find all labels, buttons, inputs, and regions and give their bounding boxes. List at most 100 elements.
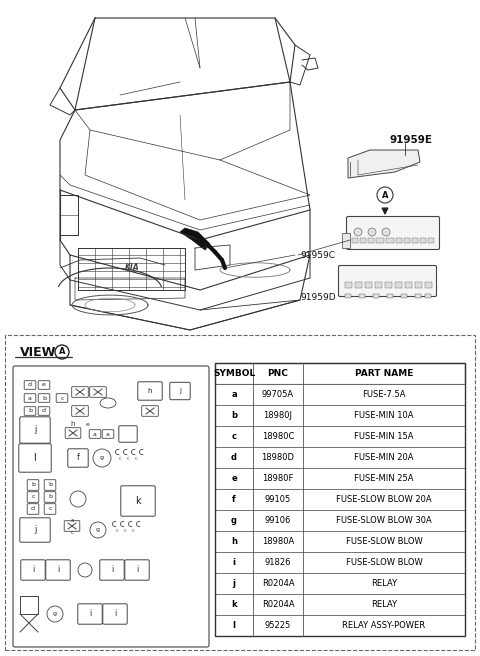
Bar — [215, 552, 465, 573]
Circle shape — [55, 345, 69, 359]
Bar — [360, 238, 366, 243]
Bar — [405, 282, 412, 288]
FancyBboxPatch shape — [119, 426, 137, 442]
Bar — [215, 573, 465, 594]
Text: c: c — [31, 495, 35, 499]
Polygon shape — [180, 228, 210, 250]
Polygon shape — [348, 150, 420, 178]
Circle shape — [382, 228, 390, 236]
Text: R0204A: R0204A — [262, 600, 294, 609]
Text: c: c — [132, 527, 134, 533]
Text: FUSE-SLOW BLOW: FUSE-SLOW BLOW — [346, 537, 422, 546]
Text: h: h — [71, 421, 75, 427]
Text: f: f — [77, 453, 79, 462]
Bar — [396, 238, 402, 243]
Text: FUSE-SLOW BLOW: FUSE-SLOW BLOW — [346, 558, 422, 567]
Text: 91959D: 91959D — [300, 293, 336, 302]
Text: i: i — [89, 609, 91, 619]
Text: e: e — [231, 474, 237, 483]
FancyBboxPatch shape — [90, 386, 106, 398]
FancyBboxPatch shape — [24, 407, 36, 415]
Bar — [415, 282, 422, 288]
FancyBboxPatch shape — [100, 560, 124, 580]
FancyBboxPatch shape — [72, 386, 88, 398]
Bar — [387, 294, 393, 298]
FancyBboxPatch shape — [44, 504, 56, 514]
Bar — [404, 238, 410, 243]
Bar — [415, 294, 421, 298]
FancyBboxPatch shape — [20, 518, 50, 543]
FancyBboxPatch shape — [13, 366, 209, 647]
Bar — [345, 294, 351, 298]
FancyBboxPatch shape — [56, 394, 68, 402]
Text: d: d — [28, 382, 32, 388]
Bar — [352, 238, 358, 243]
Text: g: g — [53, 611, 57, 617]
Text: a: a — [70, 518, 74, 522]
Text: b: b — [31, 483, 35, 487]
Text: a: a — [93, 432, 97, 436]
Text: g: g — [231, 516, 237, 525]
Bar — [342, 233, 350, 248]
Text: h: h — [231, 537, 237, 546]
Text: 91959E: 91959E — [390, 135, 433, 145]
Bar — [345, 282, 352, 288]
Text: i: i — [57, 565, 59, 575]
FancyBboxPatch shape — [20, 417, 50, 443]
Circle shape — [377, 187, 393, 203]
Text: PNC: PNC — [267, 369, 288, 378]
Text: j: j — [34, 426, 36, 434]
Text: l: l — [34, 453, 36, 463]
Bar — [215, 363, 465, 636]
Circle shape — [93, 449, 111, 467]
Text: R0204A: R0204A — [262, 579, 294, 588]
FancyBboxPatch shape — [44, 480, 56, 490]
FancyBboxPatch shape — [125, 560, 149, 580]
Text: 99105: 99105 — [265, 495, 291, 504]
Text: j: j — [179, 388, 181, 394]
Text: c: c — [135, 455, 137, 461]
FancyBboxPatch shape — [72, 405, 88, 417]
Text: h: h — [148, 388, 152, 394]
Bar — [412, 238, 418, 243]
FancyBboxPatch shape — [103, 604, 127, 625]
Text: c: c — [127, 455, 129, 461]
Text: KIA: KIA — [125, 264, 139, 272]
Bar — [368, 238, 374, 243]
FancyBboxPatch shape — [27, 480, 39, 490]
FancyBboxPatch shape — [44, 492, 56, 502]
Text: c: c — [48, 506, 52, 512]
Text: b: b — [28, 409, 32, 413]
Text: 18980A: 18980A — [262, 537, 294, 546]
Text: c: c — [60, 396, 64, 401]
FancyBboxPatch shape — [64, 521, 80, 531]
Bar — [376, 238, 384, 243]
Bar — [375, 282, 382, 288]
FancyBboxPatch shape — [170, 382, 190, 400]
Circle shape — [354, 228, 362, 236]
Text: b: b — [48, 483, 52, 487]
Text: k: k — [231, 600, 237, 609]
Text: FUSE-MIN 25A: FUSE-MIN 25A — [354, 474, 414, 483]
Bar — [373, 294, 379, 298]
Text: FUSE-SLOW BLOW 20A: FUSE-SLOW BLOW 20A — [336, 495, 432, 504]
Text: b: b — [42, 396, 46, 401]
Bar — [215, 531, 465, 552]
Bar — [5, 335, 475, 650]
Bar — [215, 489, 465, 510]
Text: PART NAME: PART NAME — [355, 369, 413, 378]
Text: a: a — [28, 396, 32, 401]
Text: g: g — [96, 527, 100, 533]
FancyBboxPatch shape — [24, 380, 36, 389]
Bar — [215, 426, 465, 447]
Text: e: e — [42, 382, 46, 388]
Text: 18980F: 18980F — [262, 474, 294, 483]
Bar — [355, 282, 362, 288]
Text: i: i — [136, 565, 138, 575]
Text: g: g — [100, 455, 104, 461]
Text: i: i — [111, 565, 113, 575]
Text: c: c — [71, 529, 73, 535]
Circle shape — [47, 606, 63, 622]
Bar — [215, 363, 465, 384]
Bar — [386, 238, 394, 243]
